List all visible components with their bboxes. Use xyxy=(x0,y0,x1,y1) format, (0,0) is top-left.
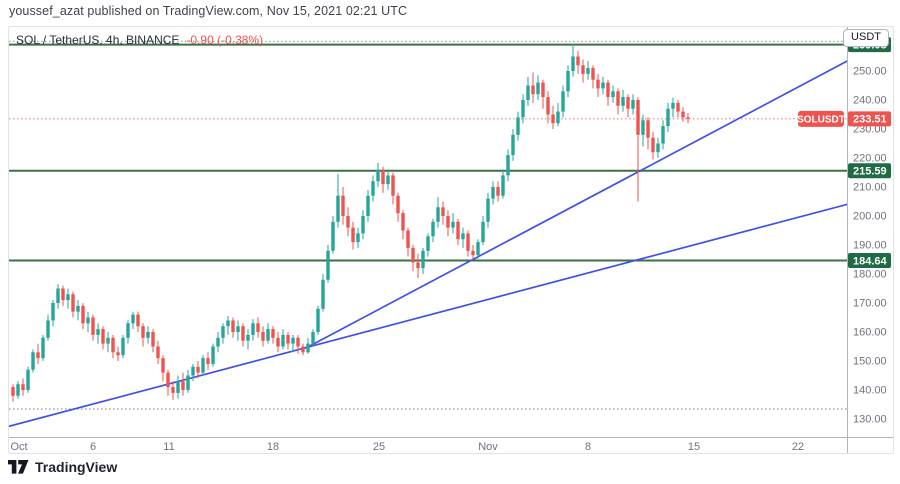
svg-text:233.51: 233.51 xyxy=(853,114,887,126)
current-price-badge: 233.51 xyxy=(848,111,891,127)
svg-text:240.00: 240.00 xyxy=(853,95,887,107)
svg-text:200.00: 200.00 xyxy=(853,211,887,223)
svg-text:250.00: 250.00 xyxy=(853,66,887,78)
time-axis-labels[interactable]: Oct 6 11 18 25 Nov 8 15 22 xyxy=(10,441,804,453)
svg-text:140.00: 140.00 xyxy=(853,385,887,397)
chart-svg[interactable]: 250.00 240.00 230.00 220.00 210.00 200.00 190.… xyxy=(9,27,893,453)
svg-text:170.00: 170.00 xyxy=(853,298,887,310)
svg-text:15: 15 xyxy=(688,441,700,453)
svg-text:8: 8 xyxy=(585,441,591,453)
tradingview-wordmark: TradingView xyxy=(35,459,118,475)
currency-toggle-button[interactable]: USDT xyxy=(843,29,889,47)
svg-text:Oct: Oct xyxy=(10,441,27,453)
candlestick-series xyxy=(11,44,690,402)
svg-text:Nov: Nov xyxy=(478,441,498,453)
level-price-badge: 215.59 xyxy=(848,163,891,179)
publish-info: youssef_azat published on TradingView.co… xyxy=(9,4,408,18)
svg-text:150.00: 150.00 xyxy=(853,356,887,368)
svg-text:190.00: 190.00 xyxy=(853,240,887,252)
price-change: -0.90 (-0.38%) xyxy=(186,33,264,47)
chart-widget: 250.00 240.00 230.00 220.00 210.00 200.00 190.… xyxy=(8,26,894,454)
svg-text:215.59: 215.59 xyxy=(853,166,887,178)
trendline-lower xyxy=(9,203,847,428)
trendline-upper xyxy=(305,60,847,349)
price-axis-labels[interactable]: 250.00 240.00 230.00 220.00 210.00 200.00 190.… xyxy=(853,66,887,426)
symbol-title: SOL / TetherUS, 4h, BINANCE xyxy=(16,33,180,47)
svg-text:SOLUSDT: SOLUSDT xyxy=(797,115,845,126)
svg-text:25: 25 xyxy=(373,441,385,453)
svg-text:210.00: 210.00 xyxy=(853,182,887,194)
symbol-price-flag: SOLUSDT xyxy=(797,110,845,127)
tradingview-attribution[interactable]: TradingView xyxy=(8,459,117,475)
svg-text:220.00: 220.00 xyxy=(853,153,887,165)
chart-legend: SOL / TetherUS, 4h, BINANCE -0.90 (-0.38%… xyxy=(16,33,263,47)
svg-text:130.00: 130.00 xyxy=(853,414,887,426)
level-price-badge: 184.64 xyxy=(848,253,891,269)
svg-text:160.00: 160.00 xyxy=(853,327,887,339)
svg-text:180.00: 180.00 xyxy=(853,269,887,281)
svg-text:230.00: 230.00 xyxy=(853,124,887,136)
svg-text:22: 22 xyxy=(792,441,804,453)
svg-text:18: 18 xyxy=(267,441,279,453)
svg-text:11: 11 xyxy=(163,441,174,453)
svg-text:184.64: 184.64 xyxy=(853,255,888,267)
svg-text:6: 6 xyxy=(90,441,96,453)
tradingview-logo-icon xyxy=(8,459,29,474)
plot-area xyxy=(9,40,847,428)
